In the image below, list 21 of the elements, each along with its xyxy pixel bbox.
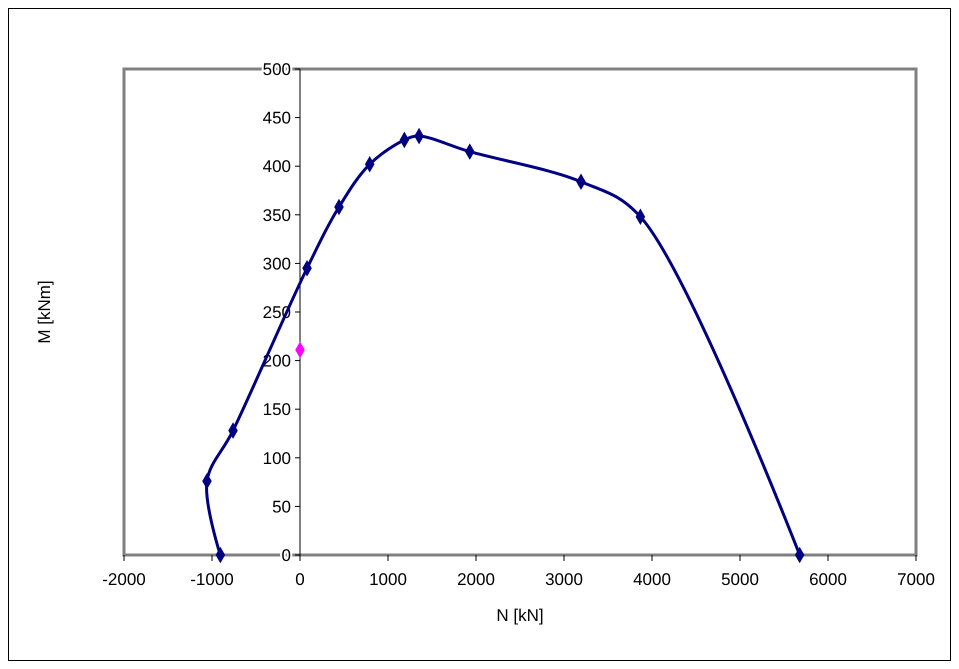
x-tick-label: -1000 [190,570,234,589]
x-tick-label: 6000 [809,570,847,589]
y-tick-label: 350 [262,206,291,225]
x-tick-label: -2000 [102,570,146,589]
y-tick-label: 300 [262,254,291,274]
y-tick-label: 100 [262,448,291,468]
x-tick-label: 2000 [457,570,495,589]
x-tick-label: 1000 [369,570,407,589]
y-tick-label: 0 [282,546,291,565]
y-tick-label: 50 [272,497,291,516]
y-tick-label: 150 [262,400,291,420]
x-tick-label: 3000 [545,570,583,589]
y-axis-title: M [kNm] [35,280,54,344]
x-tick-label: 5000 [721,570,759,589]
y-tick-label: 500 [262,60,291,79]
y-tick-label: 400 [262,157,291,176]
x-tick-label: 7000 [897,570,935,589]
x-axis-title: N [kN] [496,606,544,625]
x-tick-label: 4000 [633,570,671,589]
x-tick-label: 0 [295,570,305,589]
y-tick-label: 450 [262,108,291,128]
